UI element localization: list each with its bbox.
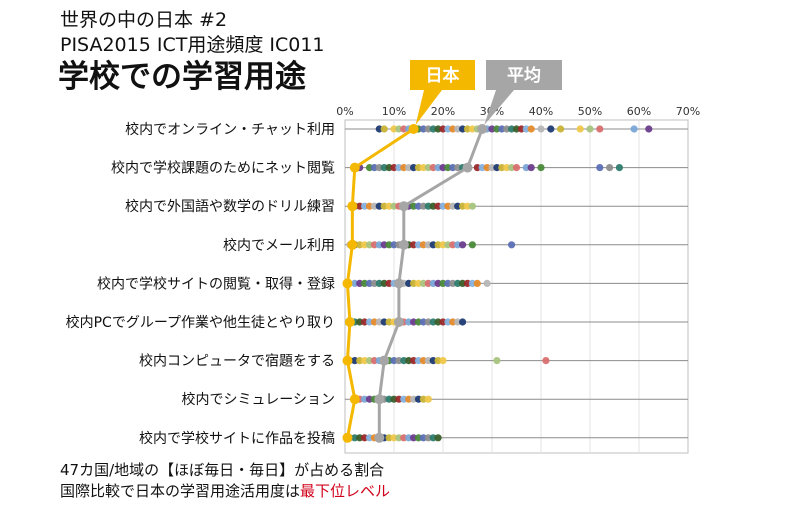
country-point (493, 357, 501, 365)
average-series-point (398, 201, 409, 212)
legend-average-pointer (484, 90, 514, 125)
average-series-point (393, 278, 404, 289)
legend-japan-label: 日本 (426, 65, 460, 86)
category-label: 校内で学校サイトの閲覧・取得・登録 (97, 275, 335, 292)
country-point (537, 164, 545, 172)
category-label: 校内で学校課題のためにネット閲覧 (111, 160, 335, 177)
footer-highlight: 最下位レベル (300, 482, 391, 500)
country-point (512, 164, 521, 172)
footer-note: 47カ国/地域の【ほぼ毎日・毎日】が占める割合 (60, 461, 385, 479)
country-point (606, 164, 614, 172)
country-point (468, 241, 476, 249)
category-label: 校内で外国語や数学のドリル練習 (125, 198, 335, 215)
footer-conclusion-text: 国際比較で日本の学習用途活用度は (60, 482, 301, 500)
x-tick-label: 0% (336, 105, 353, 118)
country-point (527, 164, 535, 172)
category-label: 校内コンピュータで宿題をする (139, 353, 335, 370)
legend-average-box (486, 60, 562, 90)
country-point (473, 279, 481, 287)
average-series-point (398, 239, 409, 250)
category-label: 校内でシミュレーション (182, 391, 335, 408)
japan-series-point (342, 278, 353, 289)
average-series-point (477, 124, 488, 134)
country-point (596, 125, 604, 133)
country-point (468, 202, 476, 210)
japan-series-point (347, 201, 358, 212)
country-point (586, 125, 594, 133)
average-series-point (374, 394, 385, 405)
country-point (459, 318, 467, 326)
country-point (615, 164, 624, 172)
japan-series-point (349, 394, 360, 405)
x-tick-label: 10% (382, 105, 406, 118)
country-point (596, 164, 604, 172)
country-point (434, 434, 442, 442)
country-point (483, 279, 491, 287)
country-point (537, 125, 545, 133)
country-point (380, 125, 388, 133)
x-tick-label: 20% (431, 105, 455, 118)
country-point (542, 357, 550, 365)
country-point (645, 125, 653, 133)
country-point (630, 125, 638, 133)
japan-series-point (344, 317, 355, 327)
country-point (508, 241, 516, 249)
japan-series-point (408, 124, 419, 134)
country-point (557, 125, 565, 133)
average-series-point (393, 317, 404, 327)
subtitle-survey: PISA2015 ICT用途頻度 IC011 (60, 34, 325, 56)
country-point (424, 395, 432, 403)
country-point (527, 125, 535, 133)
country-point (547, 125, 555, 133)
average-series-point (379, 355, 390, 366)
country-point (576, 125, 584, 133)
page-title: 学校での学習用途 (58, 59, 306, 95)
category-label: 校内でオンライン・チャット利用 (125, 121, 335, 138)
japan-series-point (342, 355, 353, 366)
x-tick-label: 70% (676, 105, 700, 118)
japan-series-point (349, 162, 360, 173)
legend-average-label: 平均 (507, 65, 541, 86)
category-label: 校内PCでグループ作業や他生徒とやり取り (66, 314, 335, 331)
x-tick-label: 50% (578, 105, 602, 118)
country-point (459, 241, 467, 249)
legend-japan-box (410, 60, 475, 90)
legend-japan-pointer (415, 90, 442, 125)
x-tick-label: 60% (627, 105, 651, 118)
average-series-point (462, 162, 473, 173)
x-tick-label: 40% (529, 105, 553, 118)
country-point (439, 357, 447, 365)
average-series-point (374, 432, 385, 443)
category-label: 校内で学校サイトに作品を投稿 (139, 430, 335, 447)
category-label: 校内でメール利用 (223, 237, 335, 254)
subtitle-series: 世界の中の日本 #2 (60, 9, 228, 31)
japan-series-point (347, 239, 358, 250)
footer-conclusion: 国際比較で日本の学習用途活用度は最下位レベル (60, 481, 390, 501)
japan-series-point (342, 432, 353, 443)
